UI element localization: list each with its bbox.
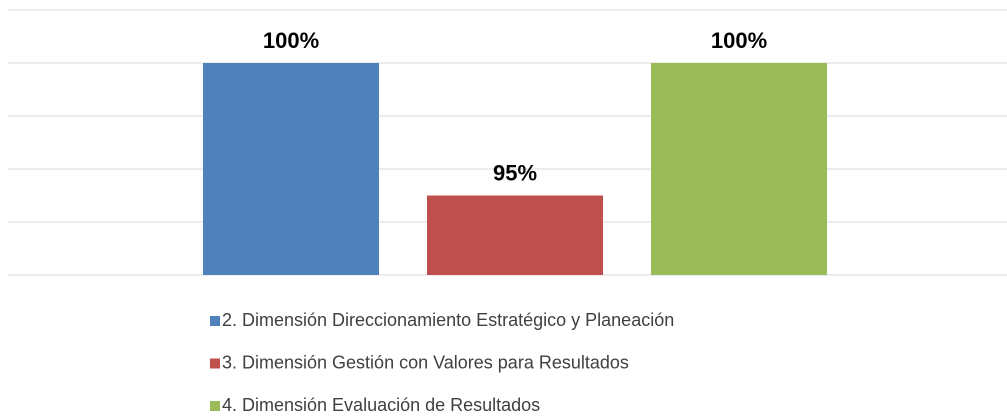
legend-label: 3. Dimensión Gestión con Valores para Re… [222, 352, 629, 372]
value-label: 100% [263, 28, 319, 53]
value-label: 100% [711, 28, 767, 53]
legend-label: 4. Dimensión Evaluación de Resultados [222, 395, 540, 415]
value-label: 95% [493, 160, 537, 185]
legend-swatch [210, 401, 220, 411]
legend-label: 2. Dimensión Direccionamiento Estratégic… [222, 310, 674, 330]
bar [651, 63, 827, 275]
legend-swatch [210, 316, 220, 326]
bar [203, 63, 379, 275]
legend-swatch [210, 358, 220, 369]
bar [427, 195, 603, 275]
